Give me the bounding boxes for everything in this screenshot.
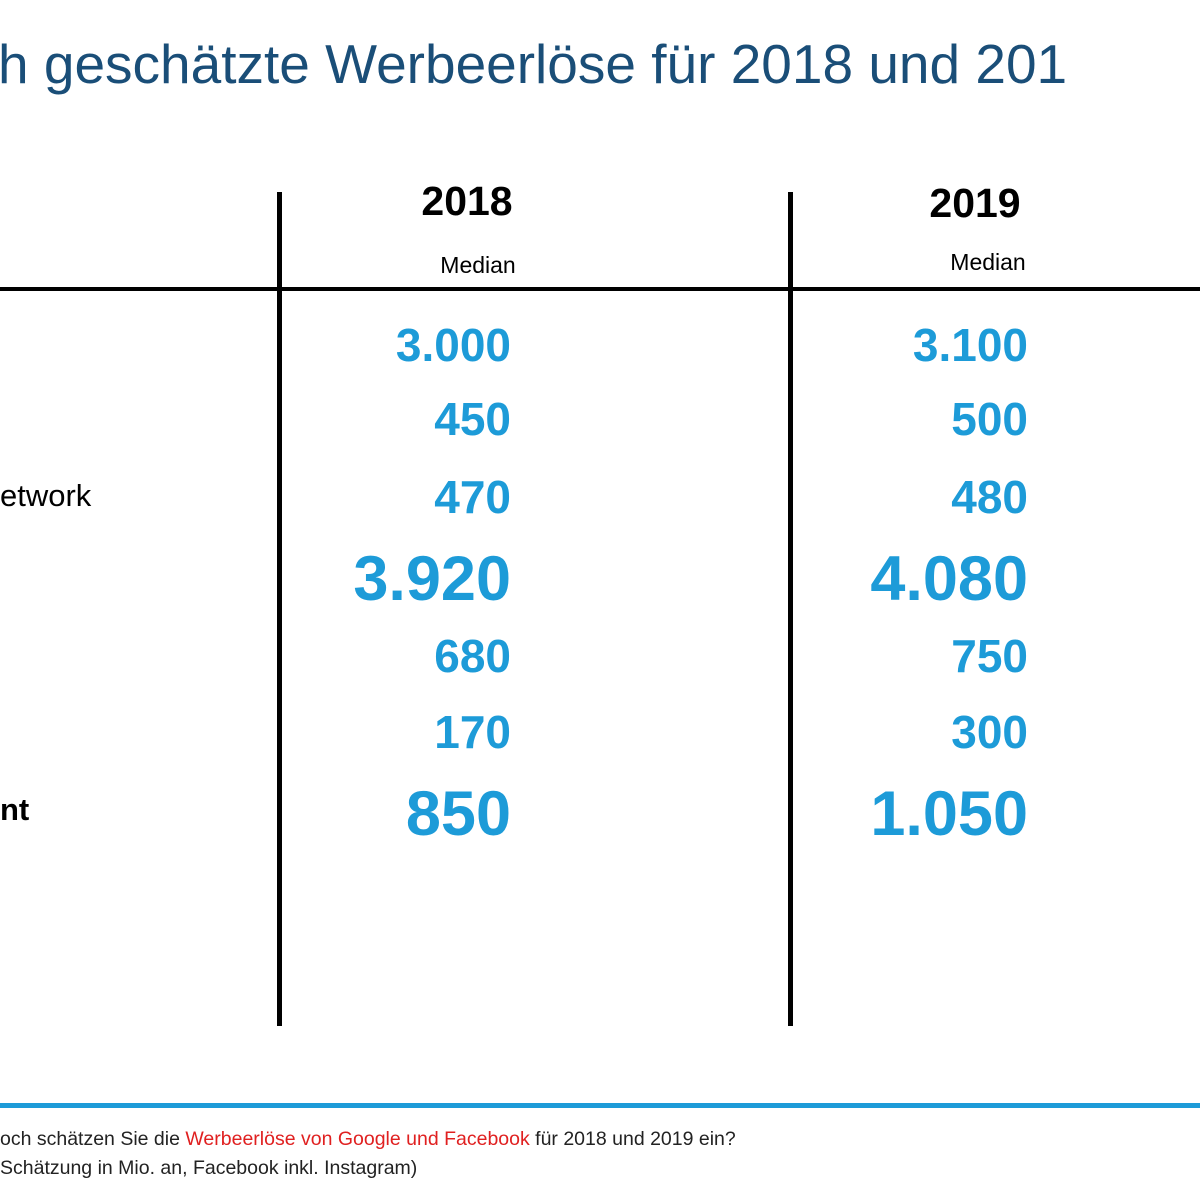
value-2019: 500 [951,393,1028,445]
value-2018: 450 [434,393,511,445]
value-2019: 1.050 [870,779,1028,849]
value-2019: 480 [951,471,1028,523]
value-2019: 4.080 [870,544,1028,614]
header-rule [0,287,1200,291]
column-subheader-2019: Median [950,249,1026,275]
column-divider-right [788,192,793,1026]
footnote-note: Schätzung in Mio. an, Facebook inkl. Ins… [0,1157,418,1179]
value-2018: 680 [434,630,511,682]
value-2018: 170 [434,706,511,758]
footnote-question-highlight: Werbeerlöse von Google und Facebook [185,1128,530,1150]
value-2018: 3.920 [353,544,511,614]
value-2019: 3.100 [912,319,1028,371]
footnote-question: och schätzen Sie die Werbeerlöse von Goo… [0,1128,736,1151]
footer-rule [0,1103,1200,1108]
value-2018: 850 [405,779,511,849]
row-label: etwork [0,478,92,513]
value-2019: 300 [951,706,1028,758]
column-header-2018: 2018 [421,178,513,224]
value-2018: 470 [434,471,511,523]
column-header-2019: 2019 [929,180,1021,226]
footnote-question-pre: och schätzen Sie die [0,1128,186,1150]
value-2019: 750 [951,630,1028,682]
row-label: nt [0,792,30,827]
value-2018: 3.000 [395,319,511,371]
page-title: h geschätzte Werbeerlöse für 2018 und 20… [0,33,1068,95]
footnote-question-post: für 2018 und 2019 ein? [529,1128,736,1150]
column-subheader-2018: Median [440,252,516,278]
column-divider-left [277,192,282,1026]
